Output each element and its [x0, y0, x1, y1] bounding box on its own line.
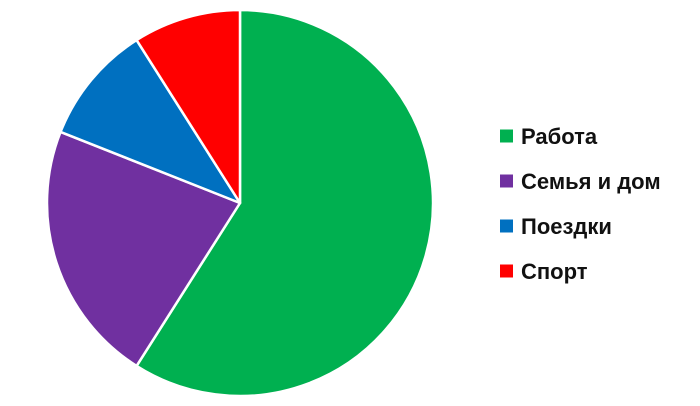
legend-label: Семья и дом	[521, 169, 661, 194]
legend-label: Работа	[521, 124, 598, 149]
legend-swatch	[500, 219, 513, 233]
pie-slices	[45, 8, 435, 398]
legend-item: Семья и дом	[500, 169, 661, 194]
legend: Работа Семья и дом Поездки Спорт	[500, 124, 661, 284]
legend-swatch	[500, 264, 513, 278]
pie-slice-1	[135, 8, 435, 398]
pie-slice-4	[135, 8, 242, 205]
legend-item: Работа	[500, 124, 598, 149]
legend-label: Спорт	[521, 259, 588, 284]
pie-slice-3	[59, 38, 242, 205]
legend-swatch	[500, 174, 513, 188]
legend-label: Поездки	[521, 214, 612, 239]
legend-item: Поездки	[500, 214, 612, 239]
legend-swatch	[500, 129, 513, 143]
legend-item: Спорт	[500, 259, 588, 284]
pie-slice-2	[45, 130, 242, 368]
